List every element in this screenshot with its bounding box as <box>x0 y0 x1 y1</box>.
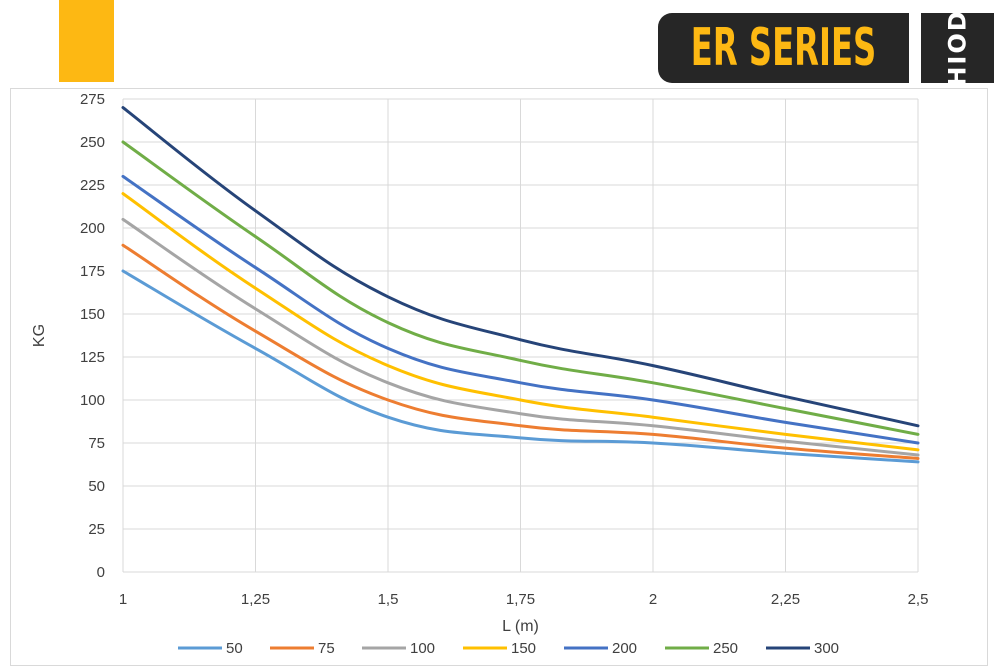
series-line-75 <box>121 243 920 460</box>
legend-label-150: 150 <box>511 640 536 657</box>
x-tick-label: 1,5 <box>378 591 399 608</box>
x-tick-label: 2,25 <box>771 591 800 608</box>
y-tick-label: 100 <box>80 392 105 409</box>
series-line-150 <box>121 192 920 452</box>
x-tick-label: 2 <box>649 591 657 608</box>
y-axis-title: KG <box>31 324 48 347</box>
x-tick-label: 1,75 <box>506 591 535 608</box>
legend-label-300: 300 <box>814 640 839 657</box>
brand-badge: ER SERIES <box>658 13 909 83</box>
series-line-50 <box>121 269 920 464</box>
brand-logo: HIOD <box>921 9 994 87</box>
y-tick-label: 175 <box>80 263 105 280</box>
legend-label-50: 50 <box>226 640 243 657</box>
series-line-100 <box>121 217 920 457</box>
y-tick-label: 225 <box>80 177 105 194</box>
series-line-300 <box>121 106 920 428</box>
legend-label-250: 250 <box>713 640 738 657</box>
y-tick-label: 0 <box>97 564 105 581</box>
x-axis-title: L (m) <box>502 618 539 635</box>
y-tick-label: 125 <box>80 349 105 366</box>
x-tick-label: 2,5 <box>908 591 929 608</box>
accent-block <box>59 0 114 82</box>
x-tick-label: 1 <box>119 591 127 608</box>
chart-frame <box>10 88 988 666</box>
y-tick-label: 200 <box>80 220 105 237</box>
series-line-200 <box>121 174 920 445</box>
y-tick-label: 275 <box>80 91 105 108</box>
x-tick-label: 1,25 <box>241 591 270 608</box>
brand-series-label: ER SERIES <box>690 18 877 78</box>
series-line-250 <box>121 140 920 436</box>
legend-label-200: 200 <box>612 640 637 657</box>
y-tick-label: 250 <box>80 134 105 151</box>
y-tick-label: 50 <box>88 478 105 495</box>
y-tick-label: 75 <box>88 435 105 452</box>
legend-label-75: 75 <box>318 640 335 657</box>
y-tick-label: 25 <box>88 521 105 538</box>
legend-label-100: 100 <box>410 640 435 657</box>
y-tick-label: 150 <box>80 306 105 323</box>
